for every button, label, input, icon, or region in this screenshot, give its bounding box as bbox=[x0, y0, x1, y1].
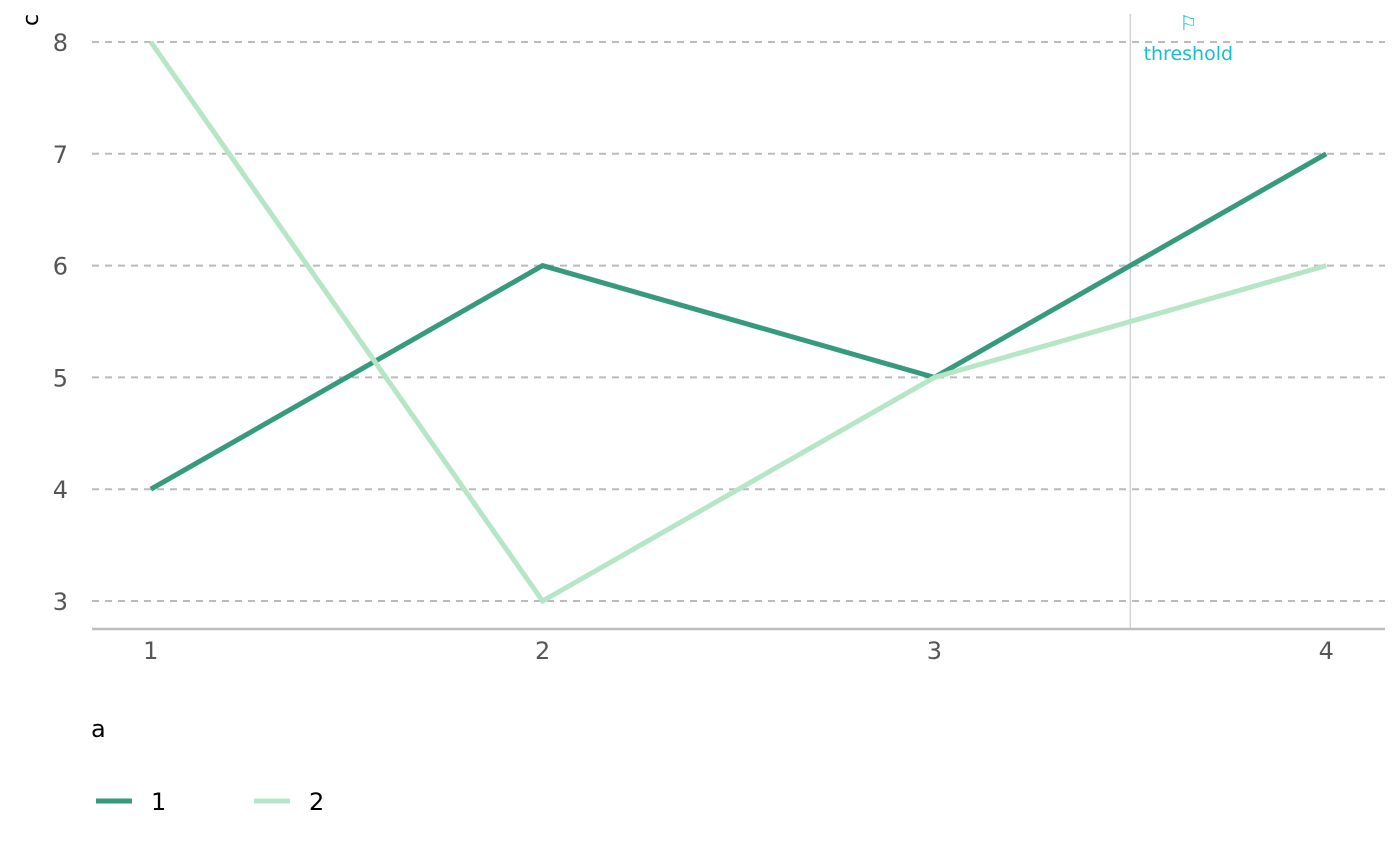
series-line-1 bbox=[149, 151, 1328, 492]
x-tick-label: 2 bbox=[535, 637, 550, 665]
series bbox=[148, 40, 1328, 605]
legend-label-1: 1 bbox=[151, 788, 166, 816]
x-axis-ticks: 1 2 3 4 bbox=[143, 637, 1334, 665]
legend: a 1 2 bbox=[91, 715, 324, 816]
x-tick-label: 4 bbox=[1319, 637, 1334, 665]
y-tick-label: 6 bbox=[53, 253, 68, 281]
y-tick-label: 8 bbox=[53, 29, 68, 57]
flag-icon: ⚐ bbox=[1179, 11, 1197, 35]
threshold-annotation: ⚐ threshold bbox=[1129, 11, 1233, 629]
x-tick-label: 1 bbox=[143, 637, 158, 665]
y-axis-ticks: 3 4 5 6 7 8 bbox=[53, 29, 68, 616]
series-line-2 bbox=[148, 40, 1327, 605]
y-tick-label: 5 bbox=[53, 364, 68, 392]
y-tick-label: 3 bbox=[53, 588, 68, 616]
threshold-label: threshold bbox=[1144, 43, 1233, 65]
x-tick-label: 3 bbox=[927, 637, 942, 665]
y-tick-label: 4 bbox=[53, 476, 68, 504]
legend-title: a bbox=[91, 715, 106, 743]
y-tick-label: 7 bbox=[53, 141, 68, 169]
y-axis-title: c bbox=[19, 14, 44, 26]
legend-label-2: 2 bbox=[309, 788, 324, 816]
